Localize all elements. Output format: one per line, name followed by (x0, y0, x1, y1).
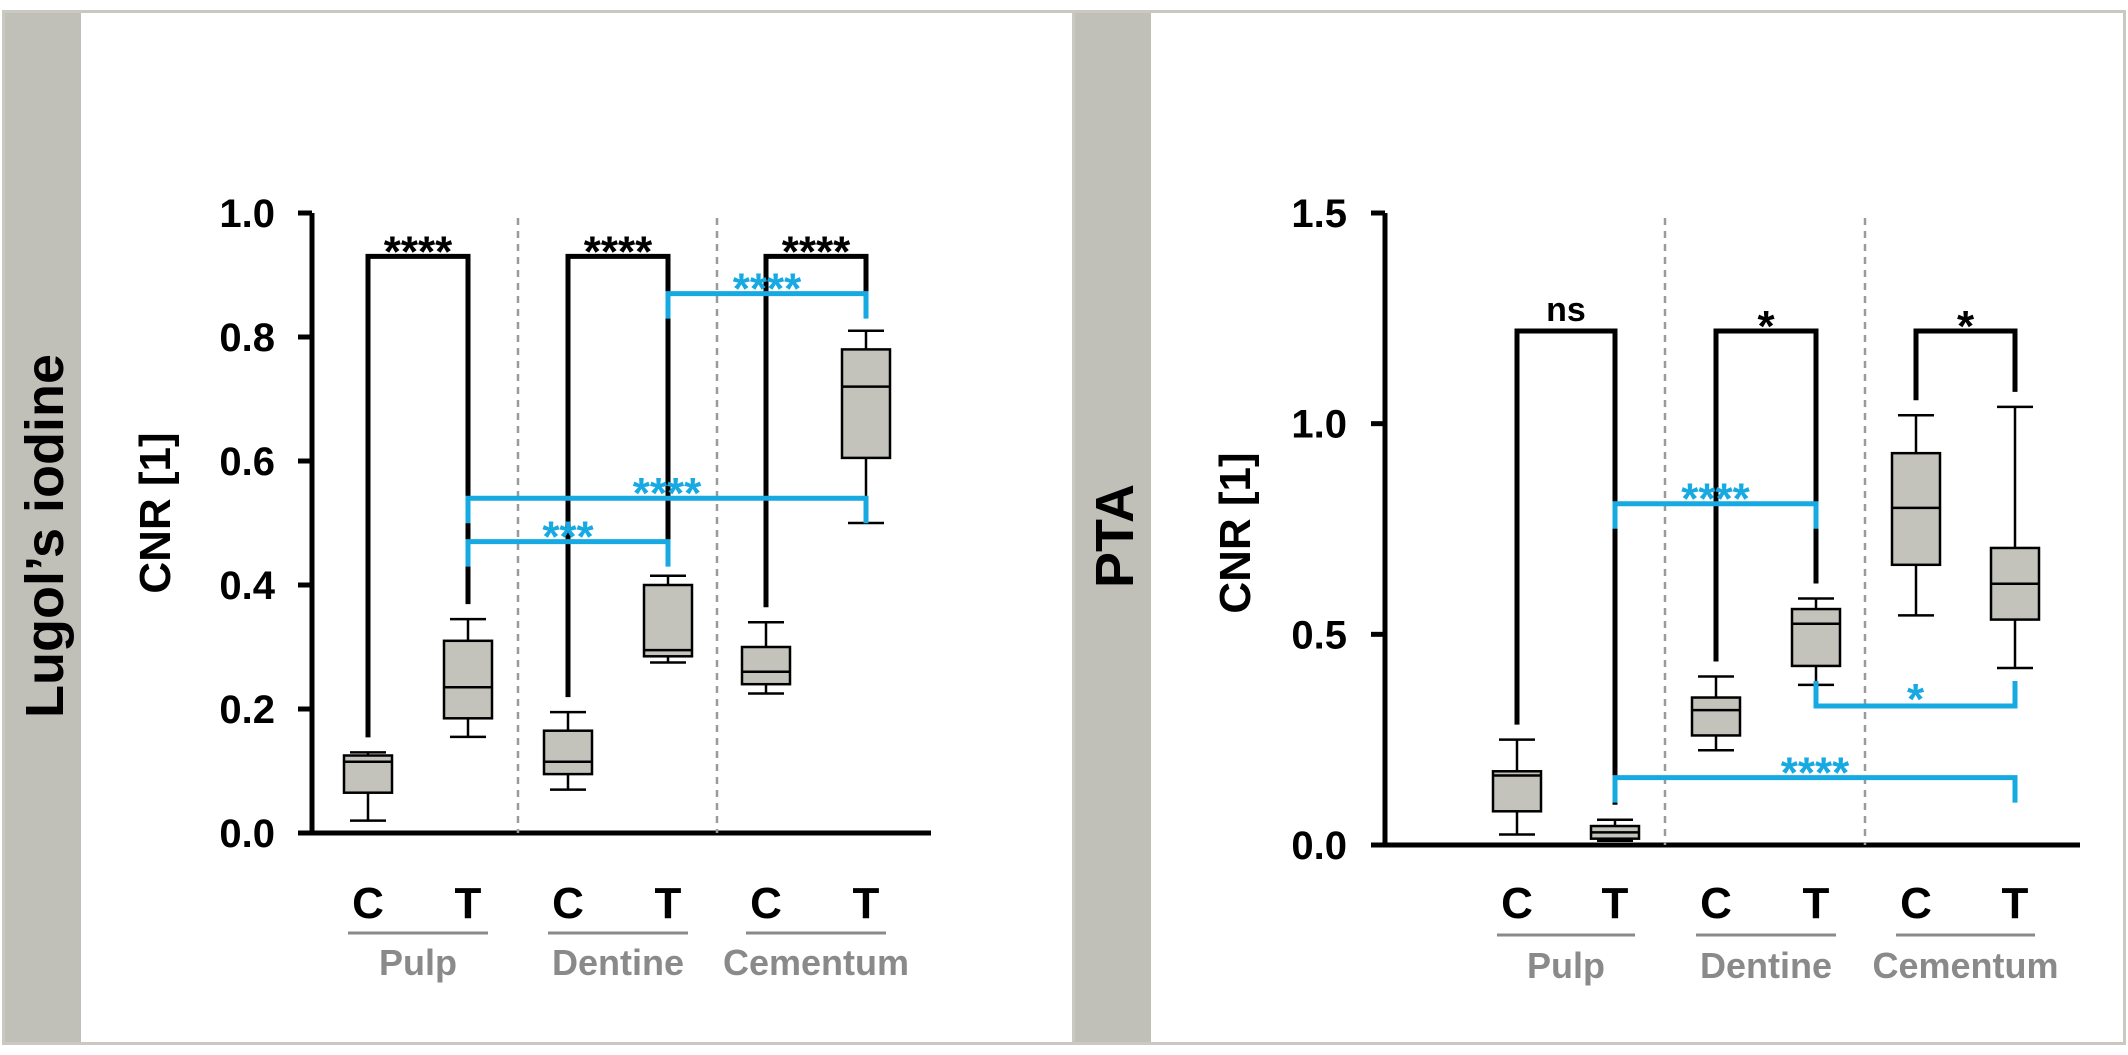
significance-bracket (665, 291, 869, 319)
y-tick-label: 1.5 (1291, 192, 1347, 236)
y-tick-label: 0.4 (219, 564, 275, 608)
box (442, 639, 494, 720)
boxplot-chart-lugols: 0.0 0.2 0.4 0.6 0.8 1.0 CNR [1] C T C T C T Pulp Denti… (131, 192, 931, 983)
side-bar (1075, 13, 1151, 1042)
category-label: C (750, 879, 782, 928)
significance-bracket (1713, 328, 1819, 662)
category-label: C (552, 879, 584, 928)
significance-label: **** (584, 227, 653, 276)
y-tick-label: 0.0 (1291, 824, 1347, 868)
category-label: T (655, 879, 682, 928)
significance-bracket (565, 253, 671, 698)
significance-label: **** (1781, 749, 1850, 798)
group-label: Cementum (1872, 945, 2058, 986)
group-label: Pulp (1527, 945, 1605, 986)
significance-bracket (763, 253, 869, 608)
category-label: C (1501, 879, 1533, 928)
group-label: Pulp (379, 942, 457, 983)
significance-bracket (365, 253, 471, 738)
group-label: Cementum (723, 942, 909, 983)
significance-bracket (1514, 328, 1618, 805)
category-label: C (1700, 879, 1732, 928)
side-bar (5, 13, 81, 1042)
box (642, 583, 694, 658)
significance-bracket (1913, 328, 2018, 401)
y-axis-label: CNR [1] (1211, 452, 1260, 613)
y-tick-label: 0.6 (219, 440, 275, 484)
category-label: T (853, 879, 880, 928)
significance-label: **** (633, 469, 702, 518)
category-label: C (352, 879, 384, 928)
significance-label: **** (733, 265, 802, 314)
y-tick-label: 0.8 (219, 316, 275, 360)
category-label: C (1900, 879, 1932, 928)
box (542, 729, 594, 776)
y-tick-label: 1.0 (219, 192, 275, 236)
y-tick-label: 0.0 (219, 812, 275, 856)
y-tick-label: 1.0 (1291, 403, 1347, 447)
significance-bracket (1612, 775, 2018, 803)
box (1790, 607, 1842, 668)
category-label: T (2002, 879, 2029, 928)
box (1491, 770, 1543, 813)
significance-label: ns (1546, 291, 1586, 329)
y-tick-label: 0.2 (219, 688, 275, 732)
significance-label: **** (782, 227, 851, 276)
significance-label: **** (1681, 475, 1750, 524)
category-label: T (455, 879, 482, 928)
significance-label: *** (542, 513, 594, 562)
significance-bracket (465, 539, 671, 567)
boxplot-chart-pta: 0.0 0.5 1.0 1.5 CNR [1] C T C T C T Pulp Dentine Ceme… (1211, 192, 2080, 986)
box (840, 348, 892, 460)
significance-bracket (465, 495, 869, 524)
significance-bracket (1813, 680, 2018, 709)
y-tick-label: 0.5 (1291, 613, 1347, 657)
y-axis-label: CNR [1] (131, 432, 180, 593)
group-label: Dentine (1700, 945, 1832, 986)
box (1690, 696, 1742, 737)
significance-bracket (1612, 501, 1819, 529)
box (740, 645, 792, 686)
significance-label: * (1757, 302, 1775, 351)
category-label: T (1602, 879, 1629, 928)
significance-label: * (1957, 302, 1975, 351)
group-label: Dentine (552, 942, 684, 983)
significance-label: **** (384, 227, 453, 276)
significance-label: * (1907, 675, 1925, 724)
category-label: T (1803, 879, 1830, 928)
panel-lugols-iodine: Lugol’s iodine 0.0 0.2 0.4 0.6 0.8 1.0 CNR [1]… (2, 10, 1082, 1045)
panel-pta: PTA 0.0 0.5 1.0 1.5 CNR [1] C T C T C T Pulp Dentine… (1072, 10, 2126, 1045)
